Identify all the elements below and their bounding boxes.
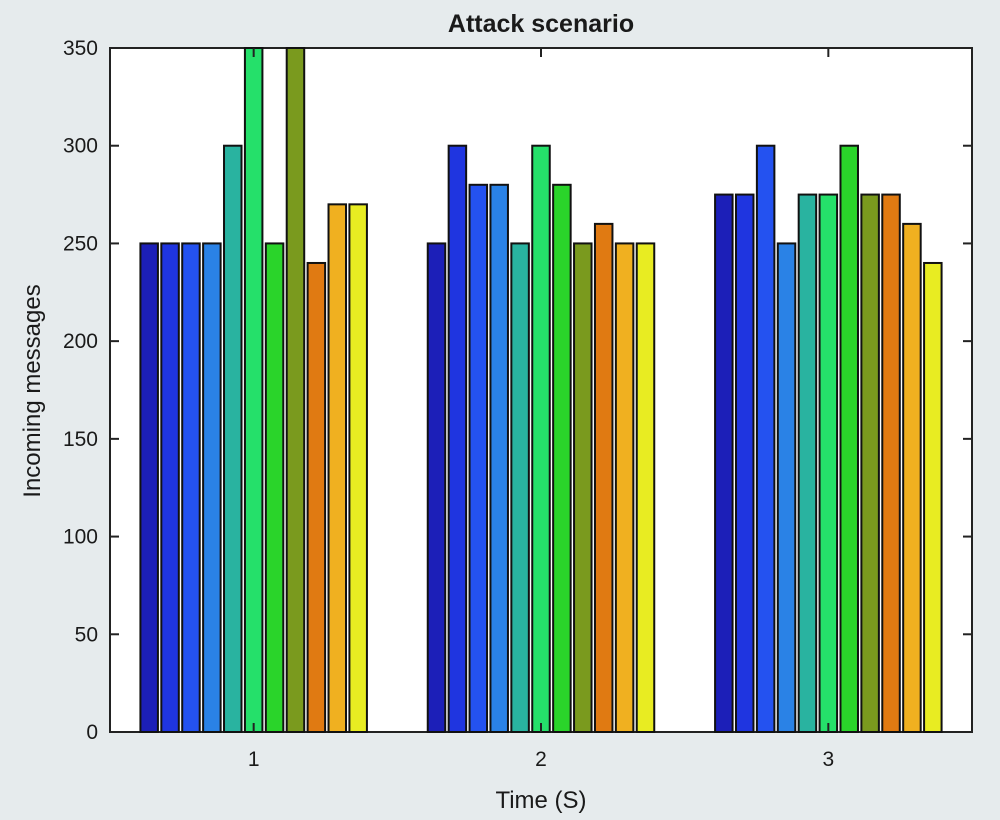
x-tick-label-3: 3: [822, 748, 834, 771]
bar-t2-s9: [593, 222, 614, 733]
bar-t3-s9: [881, 193, 901, 734]
bar-t2-s7: [552, 183, 572, 734]
bar-t3-s4: [776, 242, 797, 734]
x-axis-label: Time (S): [495, 787, 586, 814]
bar-t1-s2: [160, 242, 180, 734]
bar-t1-s4: [202, 242, 222, 734]
bar-t1-s1: [139, 242, 159, 734]
bar-t2-s2: [447, 144, 468, 733]
bar-t3-s3: [755, 144, 776, 733]
bar-t2-s8: [573, 242, 593, 734]
chart-title: Attack scenario: [448, 10, 634, 38]
y-tick-label-150: 150: [63, 428, 98, 451]
bar-t1-s6: [243, 47, 264, 733]
bars-group: [139, 47, 943, 734]
bar-t3-s11: [923, 261, 943, 733]
bar-t2-s10: [614, 242, 635, 734]
bar-t3-s10: [902, 222, 922, 733]
y-tick-label-200: 200: [63, 330, 98, 353]
bar-t3-s1: [714, 193, 734, 734]
x-tick-label-2: 2: [535, 748, 547, 771]
bar-t2-s4: [489, 183, 509, 734]
bar-t1-s7: [264, 242, 285, 734]
y-tick-label-300: 300: [63, 135, 98, 158]
bar-t3-s2: [734, 193, 755, 734]
bar-t3-s6: [818, 193, 839, 734]
y-tick-label-350: 350: [63, 37, 98, 60]
y-tick-label-100: 100: [63, 526, 98, 549]
bar-t3-s8: [860, 193, 880, 734]
bar-t2-s3: [468, 183, 489, 734]
bar-t2-s1: [426, 242, 447, 734]
y-tick-label-0: 0: [86, 721, 98, 744]
bar-t2-s6: [531, 144, 551, 733]
bar-t1-s5: [223, 144, 243, 733]
bar-t1-s3: [181, 242, 201, 734]
bar-t1-s11: [348, 203, 368, 734]
bar-t2-s11: [635, 242, 656, 734]
bar-t1-s8: [285, 47, 306, 733]
bar-t3-s5: [797, 193, 818, 734]
bar-t2-s5: [510, 242, 530, 734]
bar-t3-s7: [839, 144, 859, 733]
bar-t1-s9: [306, 261, 327, 733]
y-tick-label-250: 250: [63, 232, 98, 255]
bar-t1-s10: [327, 203, 348, 734]
ticks-group: 0 50 100 150 200 250 300 350 1 2 3: [63, 37, 972, 771]
y-axis-label: Incoming messages: [19, 284, 46, 497]
y-tick-label-50: 50: [75, 623, 98, 646]
x-tick-label-1: 1: [248, 748, 260, 771]
